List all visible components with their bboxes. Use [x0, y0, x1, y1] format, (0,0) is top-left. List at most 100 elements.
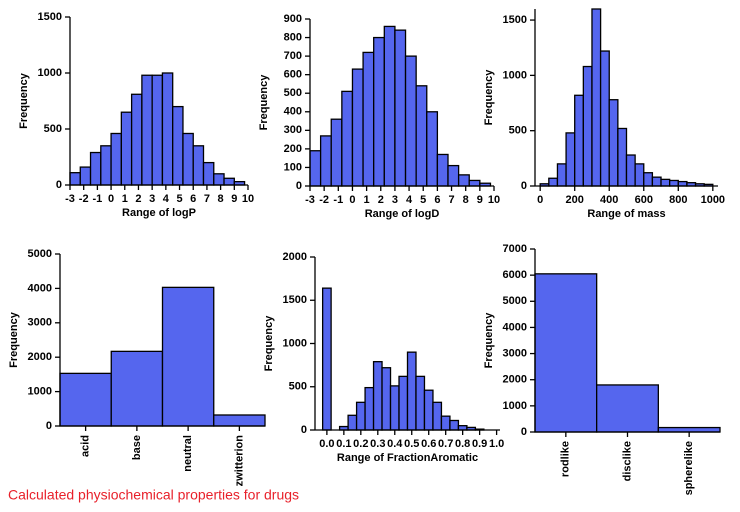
y-tick-label: 800 [284, 31, 302, 43]
y-tick-label: 1000 [283, 337, 307, 349]
x-tick-label: -1 [333, 194, 343, 206]
x-tick-label: 5 [420, 194, 426, 206]
y-tick-label: 400 [284, 106, 302, 118]
y-tick-label: 300 [284, 124, 302, 136]
y-axis-label: Frequency [263, 315, 275, 372]
y-tick-label: 0 [521, 426, 527, 438]
bar [398, 375, 409, 431]
bar [364, 386, 375, 431]
bar [59, 372, 112, 427]
x-tick-label: base [131, 435, 143, 460]
y-tick-label: 1000 [28, 386, 52, 398]
bar [660, 178, 671, 187]
bar [582, 65, 593, 187]
bar [79, 166, 92, 186]
bar [426, 111, 439, 187]
x-tick-label: 10 [242, 193, 254, 205]
y-axis-label: Frequency [483, 69, 495, 126]
y-tick-label: 0 [301, 424, 307, 436]
x-tick-label: -3 [305, 194, 315, 206]
bar [389, 385, 400, 431]
bar [372, 361, 383, 431]
x-tick-label: 0 [349, 194, 355, 206]
bar [423, 389, 434, 431]
x-tick-label: 1000 [701, 194, 725, 206]
bar [182, 132, 194, 186]
y-tick-label: 1000 [503, 69, 527, 81]
x-tick-label: 0.8 [455, 438, 470, 450]
bar [130, 93, 143, 186]
y-axis-label: Frequency [8, 311, 20, 368]
x-tick-label: 3 [149, 193, 155, 205]
bar [447, 164, 460, 187]
bar [634, 163, 645, 187]
x-tick-label: 3 [392, 194, 398, 206]
y-tick-label: 500 [44, 123, 62, 135]
y-tick-label: 0 [521, 180, 527, 192]
x-tick-label: 8 [218, 193, 224, 205]
y-tick-label: 1500 [38, 11, 62, 23]
x-tick-label: disclike [621, 441, 633, 481]
y-tick-label: 4000 [503, 321, 527, 333]
y-tick-label: 1500 [283, 294, 307, 306]
bar [404, 55, 417, 187]
y-tick-label: 5000 [28, 248, 52, 260]
y-axis-label: Frequency [258, 74, 270, 131]
bar [677, 180, 688, 187]
bar [651, 176, 662, 187]
x-tick-label: 800 [669, 194, 687, 206]
x-axis-label: Range of FractionAromatic [337, 452, 478, 464]
x-tick-label: -3 [65, 193, 75, 205]
bar [432, 401, 443, 431]
bar [457, 174, 470, 187]
y-tick-label: 0 [46, 420, 52, 432]
bar [161, 286, 215, 427]
y-tick-label: 2000 [28, 351, 52, 363]
bar [440, 415, 451, 431]
x-tick-label: 0.3 [370, 438, 385, 450]
bar [202, 161, 215, 186]
x-tick-label: 0.6 [421, 438, 436, 450]
bar [362, 51, 375, 187]
bar [213, 414, 266, 427]
x-tick-label: 9 [477, 194, 483, 206]
bar [351, 68, 364, 187]
x-tick-label: 5 [176, 193, 182, 205]
x-tick-label: rodlike [560, 441, 572, 477]
x-axis-label: Range of mass [587, 208, 665, 220]
y-tick-label: 500 [289, 381, 307, 393]
x-tick-label: 1 [364, 194, 370, 206]
y-tick-label: 500 [509, 125, 527, 137]
x-tick-label: 0.7 [438, 438, 453, 450]
bar [617, 127, 628, 187]
y-tick-label: 6000 [503, 269, 527, 281]
bar [330, 118, 343, 187]
x-tick-label: acid [80, 435, 92, 457]
y-axis-label: Frequency [483, 312, 495, 369]
x-tick-label: spherelike [683, 441, 695, 495]
x-tick-label: 2 [378, 194, 384, 206]
bar [383, 25, 396, 187]
bar [657, 426, 721, 433]
bar [468, 179, 481, 187]
x-tick-label: 2 [135, 193, 141, 205]
bar [69, 172, 81, 186]
bar [100, 145, 112, 186]
bar [341, 90, 354, 187]
x-tick-label: 10 [488, 194, 500, 206]
bar [192, 145, 205, 186]
x-tick-label: -1 [92, 193, 102, 205]
bar [534, 273, 598, 433]
x-tick-label: 0.9 [472, 438, 487, 450]
bar [141, 74, 153, 186]
bar [89, 151, 102, 186]
bar [213, 173, 225, 186]
bar [355, 401, 366, 431]
x-tick-label: 400 [600, 194, 618, 206]
x-tick-label: 0 [537, 194, 543, 206]
x-tick-label: 0.2 [353, 438, 368, 450]
y-tick-label: 900 [284, 13, 302, 25]
x-tick-label: 7 [448, 194, 454, 206]
x-tick-label: -2 [319, 194, 329, 206]
bar [574, 94, 584, 187]
